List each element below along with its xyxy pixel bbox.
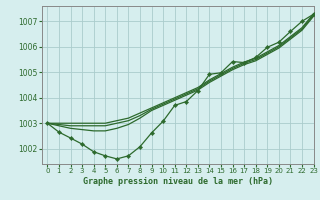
X-axis label: Graphe pression niveau de la mer (hPa): Graphe pression niveau de la mer (hPa) bbox=[83, 177, 273, 186]
